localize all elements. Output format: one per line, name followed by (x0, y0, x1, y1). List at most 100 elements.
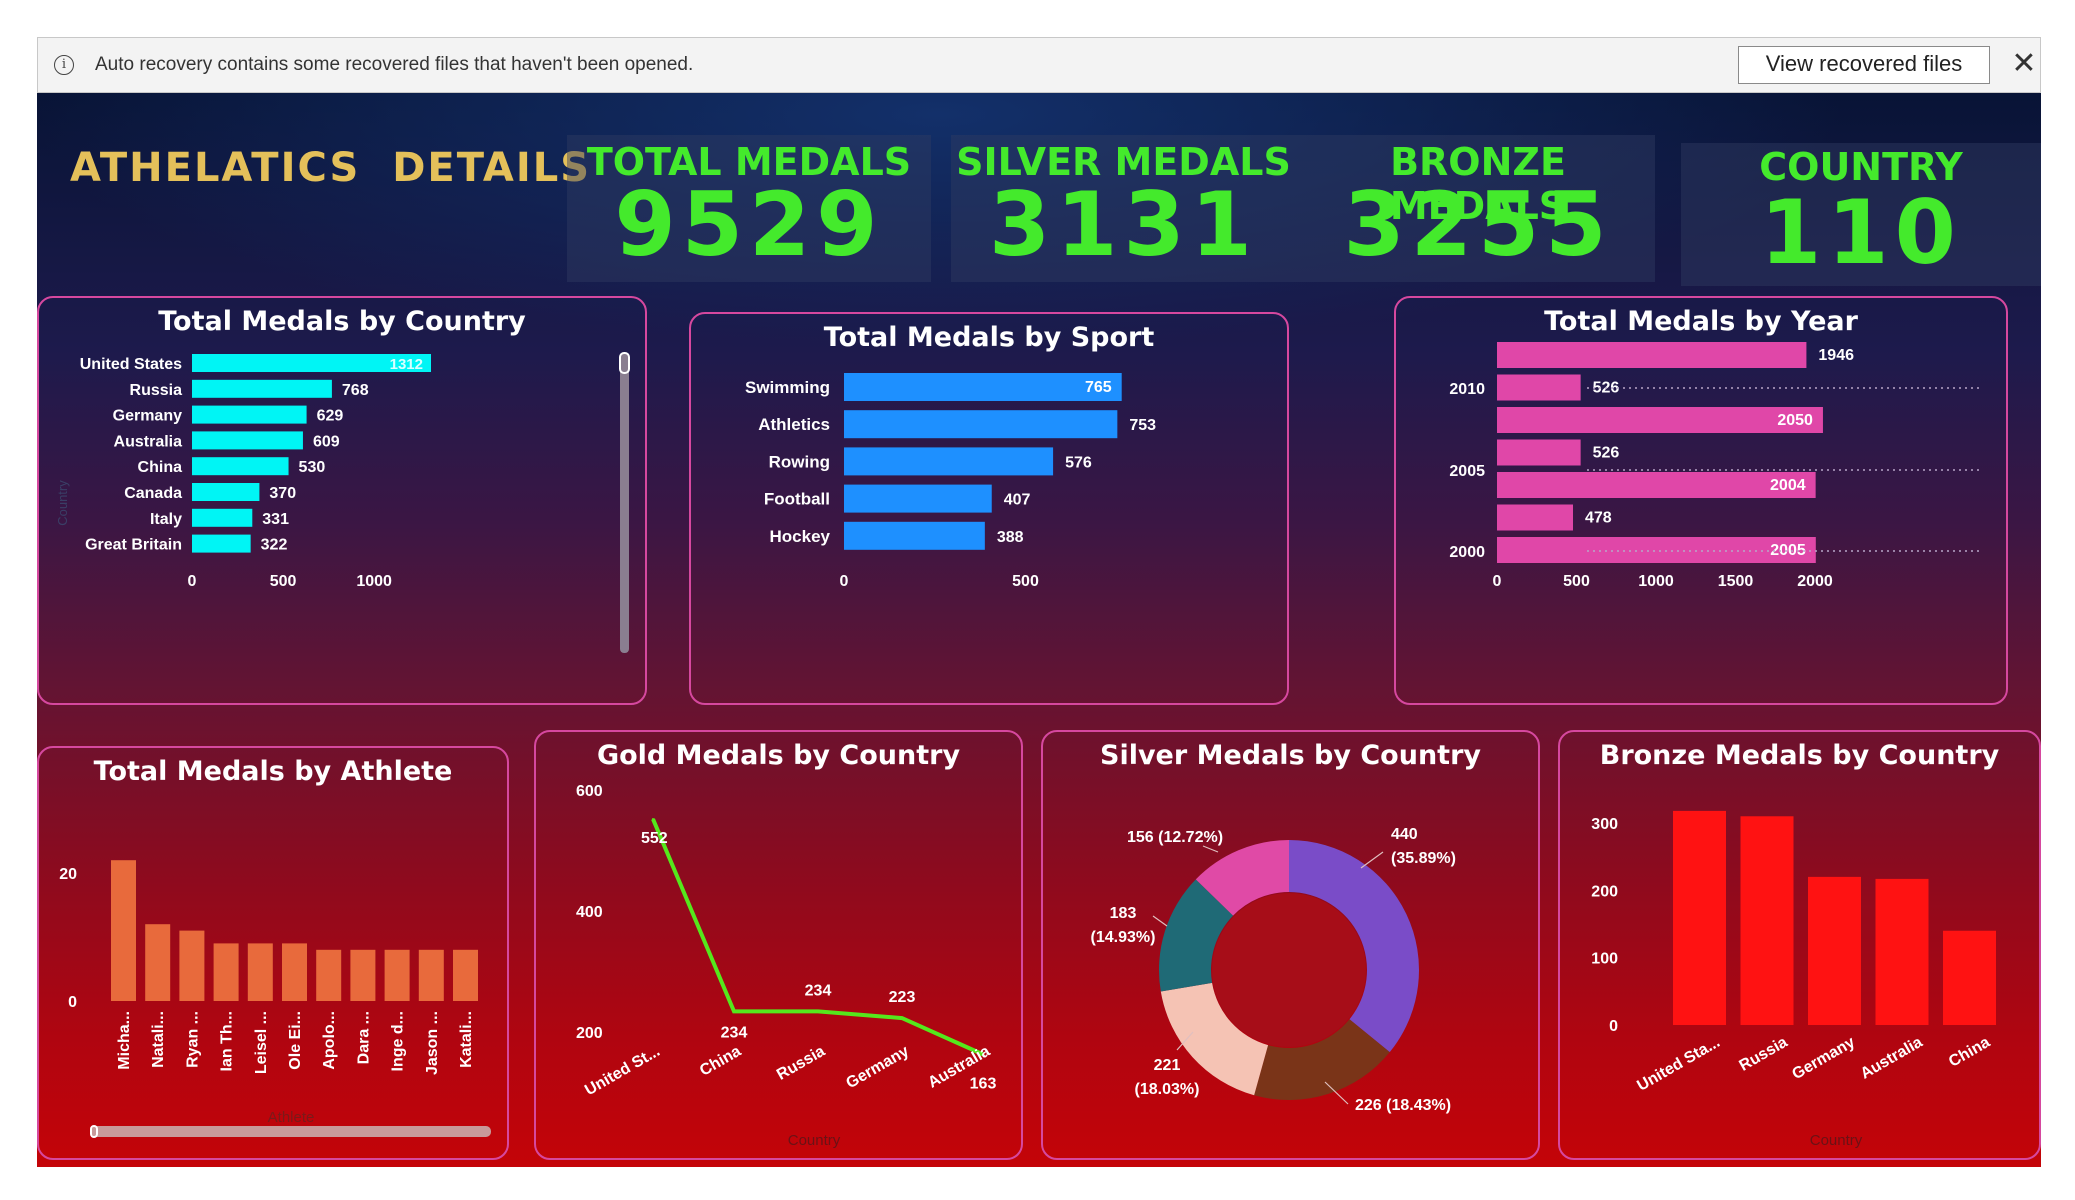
category-label: Katali... (458, 1011, 475, 1068)
category-label: Ryan ... (184, 1011, 201, 1068)
y-tick-label: 20 (59, 866, 77, 883)
slice-label: 226 (18.43%) (1355, 1097, 1451, 1114)
slice-percent: (14.93%) (1091, 929, 1156, 946)
data-label: 609 (313, 433, 340, 450)
bar (1497, 472, 1816, 498)
chart-title: Total Medals by Athlete (93, 756, 453, 787)
category-label: United Sta... (1634, 1034, 1723, 1095)
donut-slice (1159, 879, 1234, 992)
scrollbar-track[interactable] (620, 353, 629, 653)
category-label: Canada (124, 485, 182, 502)
data-label: 478 (1585, 510, 1612, 527)
y-tick-label: 400 (576, 904, 603, 921)
horizontal-scrollbar-thumb[interactable] (90, 1125, 98, 1138)
category-label: Germany (843, 1043, 912, 1092)
data-label: 407 (1004, 492, 1031, 509)
bar (1943, 930, 1996, 1025)
panel-gold-medals-by-country[interactable]: Gold Medals by Country Country 552 234 234… (534, 730, 1023, 1160)
category-label: United St... (582, 1043, 663, 1100)
bar (453, 949, 478, 1001)
panel-total-medals-by-sport[interactable]: Total Medals by Sport Swimming 765 Athleti… (689, 312, 1289, 705)
data-point (652, 818, 654, 821)
category-label: Russia (774, 1043, 828, 1084)
close-icon[interactable]: ✕ (2011, 47, 2037, 80)
horizontal-scrollbar-track[interactable] (91, 1126, 491, 1137)
x-tick-label: 0 (1493, 573, 1502, 590)
data-point (817, 1010, 819, 1013)
data-label: 530 (299, 459, 326, 476)
y-tick-label: 2010 (1449, 381, 1485, 398)
dashboard-canvas: ATHELATICS DETAILS TOTAL MEDALS 9529 SIL… (37, 93, 2041, 1167)
kpi-label: COUNTRY (1759, 145, 1963, 189)
chart-title: Total Medals by Year (1544, 306, 1858, 337)
kpi-card-country[interactable]: COUNTRY 110 (1681, 143, 2041, 286)
data-point (982, 1053, 984, 1056)
panel-silver-medals-by-country[interactable]: Silver Medals by Country 440 (35.89%) 226 … (1041, 730, 1540, 1160)
kpi-card-total-medals[interactable]: TOTAL MEDALS 9529 (567, 135, 931, 282)
data-label: 1946 (1818, 347, 1854, 364)
data-label: 526 (1593, 445, 1620, 462)
bar (179, 930, 205, 1001)
scrollbar-thumb[interactable] (619, 352, 630, 374)
bar (1497, 439, 1581, 466)
panel-total-medals-by-year[interactable]: Total Medals by Year 1946 526 2050 526 2004 4… (1394, 296, 2008, 705)
x-axis-title: Country (788, 1132, 841, 1149)
kpi-value: 3255 (1343, 173, 1613, 276)
y-axis-title: Country (55, 480, 70, 526)
recovery-message: Auto recovery contains some recovered fi… (95, 54, 694, 75)
bar (1497, 537, 1816, 563)
category-label: Australia (1858, 1034, 1926, 1083)
data-label: 2050 (1777, 412, 1813, 429)
bar (1497, 407, 1823, 433)
bar (192, 379, 332, 398)
bar (316, 949, 342, 1001)
data-label: 2005 (1770, 542, 1806, 559)
bar (844, 410, 1118, 439)
y-tick-label: 0 (68, 994, 77, 1011)
category-label: Ole Ei... (287, 1011, 304, 1070)
category-label: China (697, 1043, 744, 1080)
data-label: 163 (970, 1075, 997, 1092)
category-label: Swimming (745, 378, 830, 397)
kpi-value: 3131 (989, 173, 1258, 276)
chart-total-medals-by-sport: Swimming 765 Athletics 753 Rowing 576 Football… (745, 373, 1156, 590)
bar (1740, 816, 1794, 1025)
kpi-label: TOTAL MEDALS (586, 140, 912, 184)
data-point (901, 1017, 903, 1020)
leader-line (1176, 1031, 1194, 1051)
y-tick-label: 0 (1609, 1018, 1618, 1035)
bar (192, 483, 260, 501)
x-tick-label: 0 (188, 573, 197, 590)
x-tick-label: 500 (270, 573, 297, 590)
view-recovered-files-button[interactable]: View recovered files (1738, 46, 1990, 84)
bar (213, 943, 239, 1001)
bar (844, 373, 1122, 401)
data-label: 576 (1065, 454, 1092, 471)
bar (418, 949, 444, 1001)
category-label: Natali... (150, 1011, 167, 1068)
slice-percent: (18.03%) (1135, 1081, 1200, 1098)
bar (282, 943, 307, 1001)
bar (1808, 876, 1861, 1025)
bar (1497, 342, 1807, 368)
y-tick-label: 2005 (1449, 463, 1485, 480)
bar (192, 354, 431, 372)
chart-title: Silver Medals by Country (1100, 740, 1481, 771)
data-label: 1312 (390, 356, 423, 373)
recovery-notification-bar: i Auto recovery contains some recovered … (37, 37, 2041, 93)
bar (844, 447, 1054, 476)
data-label: 322 (261, 537, 288, 554)
panel-total-medals-by-athlete[interactable]: Total Medals by Athlete Athlete Micha...… (37, 746, 509, 1160)
kpi-card-silver-bronze[interactable]: SILVER MEDALS 3131 BRONZE MEDALS 3255 (951, 135, 1655, 282)
x-tick-label: 1000 (1638, 573, 1674, 590)
bar (1497, 504, 1574, 531)
donut-slice (1289, 840, 1419, 1053)
category-label: Australia (114, 433, 183, 450)
bar (844, 484, 992, 513)
panel-total-medals-by-country[interactable]: Total Medals by Country Country United S… (37, 296, 647, 705)
data-label: 234 (805, 982, 832, 999)
chart-total-medals-by-athlete: Athlete Micha... Natali... Ryan ... Ian Th.… (59, 860, 491, 1138)
panel-bronze-medals-by-country[interactable]: Bronze Medals by Country Country United … (1558, 730, 2041, 1160)
category-label: China (138, 459, 183, 476)
chart-title: Total Medals by Country (158, 306, 526, 337)
